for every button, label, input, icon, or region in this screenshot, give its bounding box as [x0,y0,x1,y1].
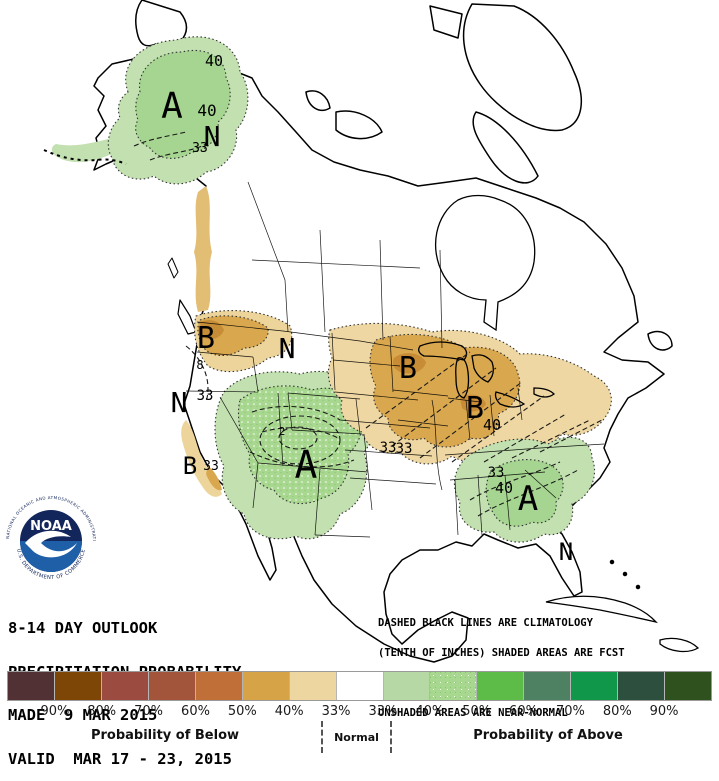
normal-label-box: Normal [321,721,392,753]
legend-cell-below-50-60 [195,672,243,700]
banks-outline [305,90,331,112]
region-midwest-below-core-1 [392,353,426,374]
probability-of-below-label: Probability of Below [90,728,240,743]
bahamas-island [635,584,641,590]
water-bodies [418,194,555,408]
label-alaska-40-north: 40 [205,52,223,70]
legend-tick: 80% [87,704,117,719]
legend-cell-above-50-60 [477,672,525,700]
legend-tick: 60% [181,704,210,719]
label-cal-33: 33 [203,459,219,474]
hispaniola-outline [659,637,700,653]
legend-cell-below-70-80 [101,672,149,700]
legend-cell-above-60-70 [524,672,572,700]
label-southeast-A: A [518,479,538,519]
label-alaska-A: A [161,86,183,127]
legend-cell-below-90plus [8,672,55,700]
newfoundland-outline [647,330,673,351]
vancouver-island-outline [177,299,197,335]
noaa-logo: NOAA NATIONAL OCEANIC AND ATMOSPHERIC AD… [4,494,97,587]
label-florida-N: N [559,538,573,566]
legend-tick: 40% [415,704,445,719]
label-plains-33b: 33 [396,441,413,457]
note-line-4: UNSHADED AREAS ARE NEAR-NORMAL [378,707,568,719]
bahamas-island [609,559,615,565]
state-borders [185,181,605,538]
map-labels: A 40 40 N 33 B 8 N N 33 B 33 A 2 B B 40 … [161,52,573,566]
noaa-outlook-page: { "title_block": { "lines": [ "8-14 DAY … [4,0,712,766]
hudson-bay-outline [435,194,536,332]
legend-tick: 33% [321,704,351,719]
legend-tick: 90% [40,704,70,719]
legend-cell-above-90plus [665,672,712,700]
label-alaska-40-mid: 40 [197,101,216,120]
haida-gwaii-outline [167,257,179,279]
legend-cell-above-33-40 [383,672,431,700]
legend-cell-below-60-70 [148,672,196,700]
region-bc-coast-below [194,186,212,312]
title-line-3: MADE 9 MAR 2015 [8,706,158,724]
baffin-outline [472,111,539,184]
legend-tick: 90% [649,704,679,719]
label-ohio-40: 40 [483,416,501,434]
label-southwest-A: A [295,443,318,487]
label-midwest-B: B [399,351,417,386]
lake-erie-outline [494,391,526,408]
region-alaska-above-inner [135,50,231,159]
legend-tick: 50% [462,704,492,719]
aleutian-chain [43,149,127,165]
lake-michigan-outline [455,357,470,399]
cuba-outline [545,595,658,624]
legend-tick: 70% [555,704,585,719]
victoria-island-outline [335,110,383,140]
lake-ontario-outline [533,387,555,398]
note-line-2: (TENTH OF INCHES) SHADED AREAS ARE FCST [378,647,625,659]
forecast-regions [51,36,612,543]
bahamas-island [622,571,628,577]
seagull-icon [25,530,77,558]
label-alaska-N: N [204,120,221,153]
label-pnw-B: B [197,321,215,356]
label-cal-B: B [183,452,197,480]
lake-huron-outline [471,354,494,383]
ellesmere-outline [429,5,463,39]
logo-org-text: NOAA [30,519,72,534]
label-pnw-8: 8 [196,358,203,372]
greenland-outline [462,3,582,132]
label-plains-33: 33 [380,440,397,456]
legend-cell-below-40-50 [242,672,290,700]
legend-cell-above-70-80 [571,672,619,700]
label-ohio-B: B [466,391,484,426]
legend-tick: 50% [227,704,257,719]
label-ncal-N: N [171,386,188,419]
label-ncal-33: 33 [197,388,214,404]
region-california-below-core [206,466,222,491]
probability-of-above-label: Probability of Above [473,728,623,743]
label-southwest-2: 2 [279,425,286,438]
region-pnw-below-core [200,320,224,340]
note-line-1: DASHED BLACK LINES ARE CLIMATOLOGY [378,617,593,629]
legend-tick: 70% [134,704,164,719]
legend-tick: 60% [509,704,538,719]
legend-cell-below-80-90 [54,672,102,700]
label-southeast-40: 40 [495,479,513,497]
caribbean-islands [545,559,700,653]
region-aleutians-above [51,138,120,163]
label-alaska-33: 33 [192,141,208,156]
legend-tick: 40% [274,704,304,719]
legend-tick: 80% [602,704,632,719]
normal-label: Normal [334,730,379,744]
legend-cell-normal [336,672,384,700]
label-southeast-33: 33 [488,465,505,481]
legend-tick: 33% [368,704,398,719]
legend-colorbar [7,671,712,701]
legend-cell-above-80-90 [618,672,666,700]
legend-cell-above-40-50 [430,672,478,700]
legend-ticks: 90% 80% 70% 60% 50% 40% 33% 33% 40% 50% … [8,704,711,721]
label-rockies-N: N [279,332,296,365]
outlook-map: A 40 40 N 33 B 8 N N 33 B 33 A 2 B B 40 … [43,0,700,663]
climatology-dashed-lines [133,131,603,517]
title-line-1: 8-14 DAY OUTLOOK [8,619,158,637]
legend-cell-below-33-40 [289,672,337,700]
